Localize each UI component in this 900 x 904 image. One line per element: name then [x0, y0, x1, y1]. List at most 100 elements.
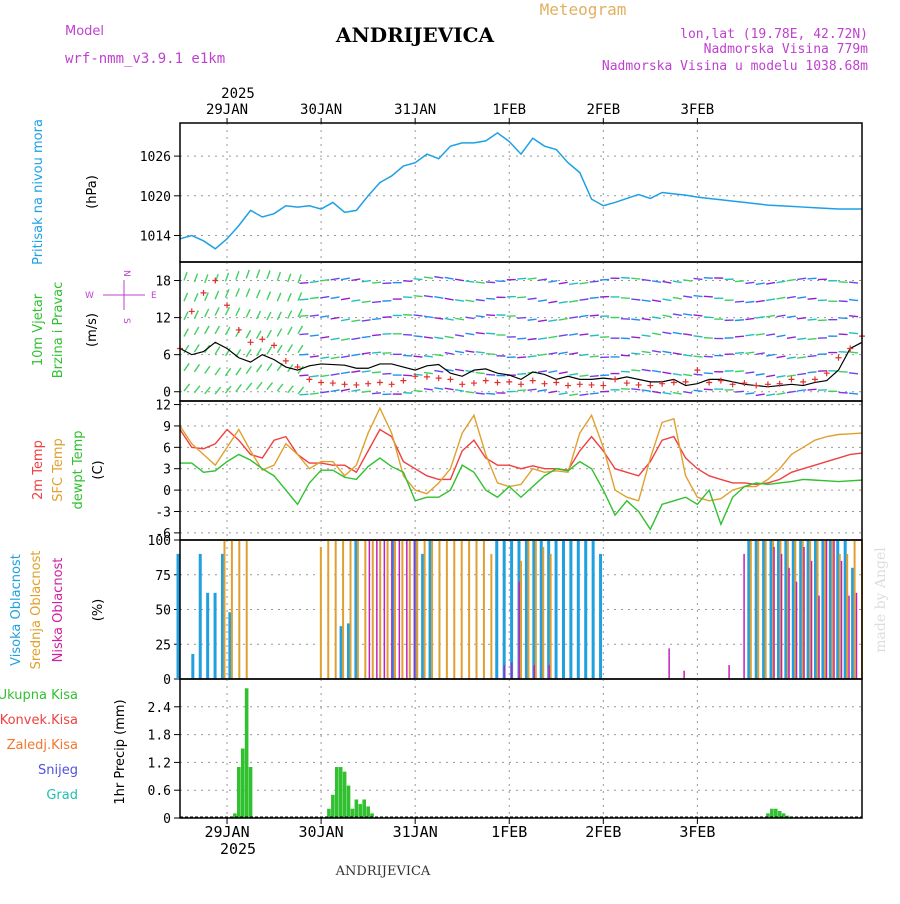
wind-arrow [704, 296, 713, 297]
wind-arrow [331, 357, 340, 359]
wind-arrow [267, 347, 272, 355]
wind-arrow [808, 372, 817, 373]
y-tick-label: 1026 [140, 150, 171, 165]
wind-arrow [445, 277, 454, 279]
wind-arrow [579, 394, 588, 395]
wind-arrow [559, 352, 568, 354]
wind-arrow [372, 372, 381, 373]
y-tick-label: 2.4 [148, 701, 172, 716]
wind-arrow [642, 351, 651, 352]
wind-arrow [288, 327, 292, 335]
wind-arrow [372, 319, 381, 320]
cloud-mid-bar [839, 554, 841, 679]
wind-arrow [673, 281, 682, 283]
wind-arrow [704, 356, 713, 357]
wind-arrow [246, 366, 251, 373]
wind-arrow [299, 354, 308, 355]
wind-arrow [569, 374, 578, 375]
wind-arrow [631, 319, 640, 320]
wind-arrow [694, 390, 703, 391]
dewpt-label: dewpt Temp [71, 430, 86, 509]
wind-arrow [662, 281, 671, 283]
wind-arrow [236, 288, 240, 296]
wind-arrow [215, 326, 219, 334]
model-label: Model [65, 24, 104, 39]
wind-arrow [486, 354, 495, 355]
wind-arrow [434, 297, 443, 298]
wind-arrow [662, 351, 671, 353]
wind-arrow [559, 282, 568, 284]
wind-arrow [777, 393, 786, 395]
cloud-high-bar [599, 554, 602, 679]
wind-arrow [445, 388, 454, 390]
wind-arrow [735, 301, 744, 302]
wind-arrow [694, 356, 703, 357]
wind-arrow [351, 300, 360, 301]
wind-arrow [246, 289, 250, 297]
wind-arrow [310, 335, 319, 336]
wind-arrow [184, 293, 188, 301]
wind-arrow [277, 272, 280, 280]
wind-arrow [246, 349, 251, 357]
wind-arrow [277, 345, 282, 353]
wind-arrow [694, 374, 703, 375]
wind-arrow [476, 352, 485, 353]
wind-arrow [362, 320, 371, 321]
wind-arrow [414, 279, 423, 280]
cloud-high-bar [562, 540, 565, 679]
cloud-mid-bar [527, 540, 529, 679]
wind-gust-marker [201, 290, 207, 296]
wind-arrow [184, 312, 188, 320]
bottom-date-label: 3FEB [679, 823, 715, 841]
wind-arrow [683, 334, 692, 335]
wind-arrow [528, 278, 537, 279]
wind-arrow [808, 356, 817, 357]
top-date-label: 3FEB [681, 102, 715, 118]
wind-arrow [849, 282, 858, 283]
wind-arrow [849, 333, 858, 334]
wind-arrow [621, 338, 630, 339]
wind-arrow [215, 387, 221, 394]
model-altitude-label: Nadmorska Visina u modelu 1038.68m [602, 59, 868, 74]
wind-arrow [331, 297, 340, 299]
wind-arrow [434, 388, 443, 389]
wind-arrow [476, 373, 485, 374]
wind-arrow [246, 330, 250, 338]
wind-arrow [797, 278, 806, 279]
wind-arrow [267, 383, 273, 390]
wind-arrow [205, 326, 209, 334]
wind-arrow [205, 387, 211, 394]
wind-arrow [434, 354, 443, 355]
wind-arrow [414, 391, 423, 392]
precip-bar [249, 767, 253, 818]
y-tick-label: 12 [155, 312, 171, 327]
cloud-mid-bar [372, 540, 374, 679]
cloud-high-label: Visoka Oblacnost [9, 554, 24, 666]
wind-arrow [414, 315, 423, 316]
wind-arrow [621, 355, 630, 356]
wind-arrow [424, 356, 433, 357]
wind-arrow [694, 336, 703, 337]
cloud-low-bar [406, 540, 408, 679]
cloud-mid-bar [550, 554, 552, 679]
wind-arrow [662, 393, 671, 395]
wind-arrow [797, 297, 806, 298]
wind-arrow [849, 373, 858, 374]
lonlat-label: lon,lat (19.78E, 42.72N) [680, 27, 868, 42]
wind-arrow [590, 376, 599, 377]
wind-gust-marker [847, 345, 853, 351]
cloud-high-bar [510, 540, 513, 679]
wind-arrow [299, 316, 308, 317]
cloud-mid-bar [357, 540, 359, 679]
wind-arrow [673, 393, 682, 395]
cloud-low-bar [818, 596, 820, 679]
wind-arrow [298, 326, 302, 334]
wind-gust-marker [377, 379, 383, 385]
wind-compass-icon [103, 280, 145, 310]
wind-arrow [621, 298, 630, 299]
cloud-mid-bar [431, 540, 433, 679]
wind-arrow [621, 278, 630, 279]
top-year: 2025 [221, 86, 255, 102]
bottom-date-label: 31JAN [393, 823, 438, 841]
wind-gust-marker [565, 383, 571, 389]
